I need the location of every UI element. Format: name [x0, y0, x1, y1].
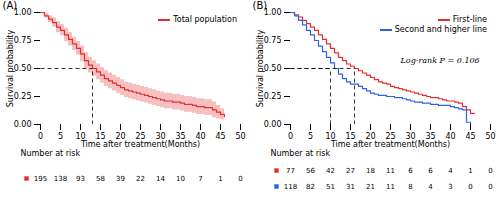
svg-text:35: 35: [425, 132, 436, 142]
svg-text:7: 7: [198, 175, 202, 183]
svg-text:27: 27: [346, 167, 355, 175]
svg-text:77: 77: [286, 167, 295, 175]
svg-text:4: 4: [428, 183, 433, 191]
svg-text:30: 30: [405, 132, 416, 142]
svg-text:0: 0: [488, 167, 492, 175]
svg-text:Log-rank P = 0.106: Log-rank P = 0.106: [400, 56, 480, 65]
html-text:First-line: First-line: [452, 15, 487, 24]
svg-text:(B): (B): [253, 0, 268, 11]
svg-text:10: 10: [325, 132, 336, 142]
svg-text:20: 20: [115, 132, 126, 142]
svg-text:Survival probability: Survival probability: [256, 29, 265, 107]
svg-text:0.00: 0.00: [264, 120, 282, 129]
svg-text:20: 20: [365, 132, 376, 142]
svg-text:40: 40: [445, 132, 456, 142]
svg-text:0: 0: [468, 183, 472, 191]
svg-text:15: 15: [345, 132, 356, 142]
svg-text:15: 15: [95, 132, 106, 142]
html-text:Second and higher line: Second and higher line: [394, 25, 487, 34]
svg-text:93: 93: [76, 175, 85, 183]
svg-text:Time after treatment(Months): Time after treatment(Months): [330, 140, 450, 149]
svg-text:30: 30: [155, 132, 166, 142]
svg-text:0.75: 0.75: [264, 36, 282, 45]
svg-text:0.50: 0.50: [264, 64, 282, 73]
svg-text:0.50: 0.50: [14, 64, 32, 73]
svg-text:82: 82: [306, 183, 315, 191]
svg-text:1.00: 1.00: [263, 8, 282, 18]
svg-text:Number at risk: Number at risk: [21, 149, 81, 158]
svg-text:6: 6: [408, 167, 413, 175]
svg-text:3: 3: [448, 183, 452, 191]
svg-text:138: 138: [54, 175, 67, 183]
svg-text:56: 56: [306, 167, 315, 175]
svg-text:(A): (A): [3, 0, 18, 11]
svg-text:25: 25: [385, 132, 396, 142]
html-text:Total population: Total population: [173, 15, 237, 24]
svg-text:118: 118: [284, 183, 297, 191]
svg-text:6: 6: [428, 167, 433, 175]
svg-text:0.75: 0.75: [14, 36, 32, 45]
svg-text:Number at risk: Number at risk: [271, 149, 331, 158]
svg-text:5: 5: [58, 132, 63, 141]
svg-text:39: 39: [116, 175, 125, 183]
svg-text:50: 50: [485, 132, 495, 141]
svg-text:10: 10: [176, 175, 185, 183]
svg-text:5: 5: [308, 132, 313, 141]
svg-text:42: 42: [326, 167, 335, 175]
svg-text:22: 22: [136, 175, 145, 183]
svg-text:0: 0: [488, 183, 492, 191]
svg-text:25: 25: [135, 132, 146, 142]
svg-text:45: 45: [465, 132, 475, 141]
svg-text:14: 14: [156, 175, 165, 183]
svg-text:0.00: 0.00: [14, 120, 32, 129]
svg-text:0.25: 0.25: [14, 92, 32, 101]
svg-text:58: 58: [96, 175, 105, 183]
svg-text:8: 8: [408, 183, 412, 191]
svg-text:40: 40: [195, 132, 206, 142]
svg-text:195: 195: [34, 175, 47, 183]
svg-text:1: 1: [468, 167, 472, 175]
svg-text:51: 51: [326, 183, 335, 191]
svg-text:35: 35: [175, 132, 186, 142]
svg-text:4: 4: [448, 167, 453, 175]
svg-text:10: 10: [75, 132, 86, 142]
svg-text:0.25: 0.25: [264, 92, 282, 101]
svg-text:1.00: 1.00: [13, 8, 32, 18]
svg-text:50: 50: [235, 132, 245, 141]
svg-text:Time after treatment(Months): Time after treatment(Months): [80, 140, 200, 149]
svg-text:1: 1: [218, 175, 222, 183]
svg-text:11: 11: [386, 183, 395, 191]
svg-text:0: 0: [38, 132, 43, 141]
svg-text:45: 45: [215, 132, 225, 141]
svg-text:11: 11: [386, 167, 395, 175]
svg-text:0: 0: [238, 175, 242, 183]
svg-text:Survival probability: Survival probability: [6, 29, 15, 107]
svg-text:0: 0: [288, 132, 293, 141]
svg-text:21: 21: [366, 183, 375, 191]
svg-text:18: 18: [366, 167, 375, 175]
svg-text:31: 31: [346, 183, 355, 191]
